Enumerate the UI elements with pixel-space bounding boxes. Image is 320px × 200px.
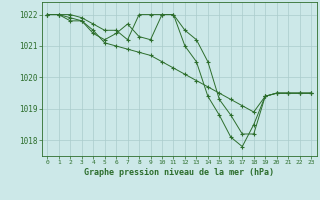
X-axis label: Graphe pression niveau de la mer (hPa): Graphe pression niveau de la mer (hPa) xyxy=(84,168,274,177)
